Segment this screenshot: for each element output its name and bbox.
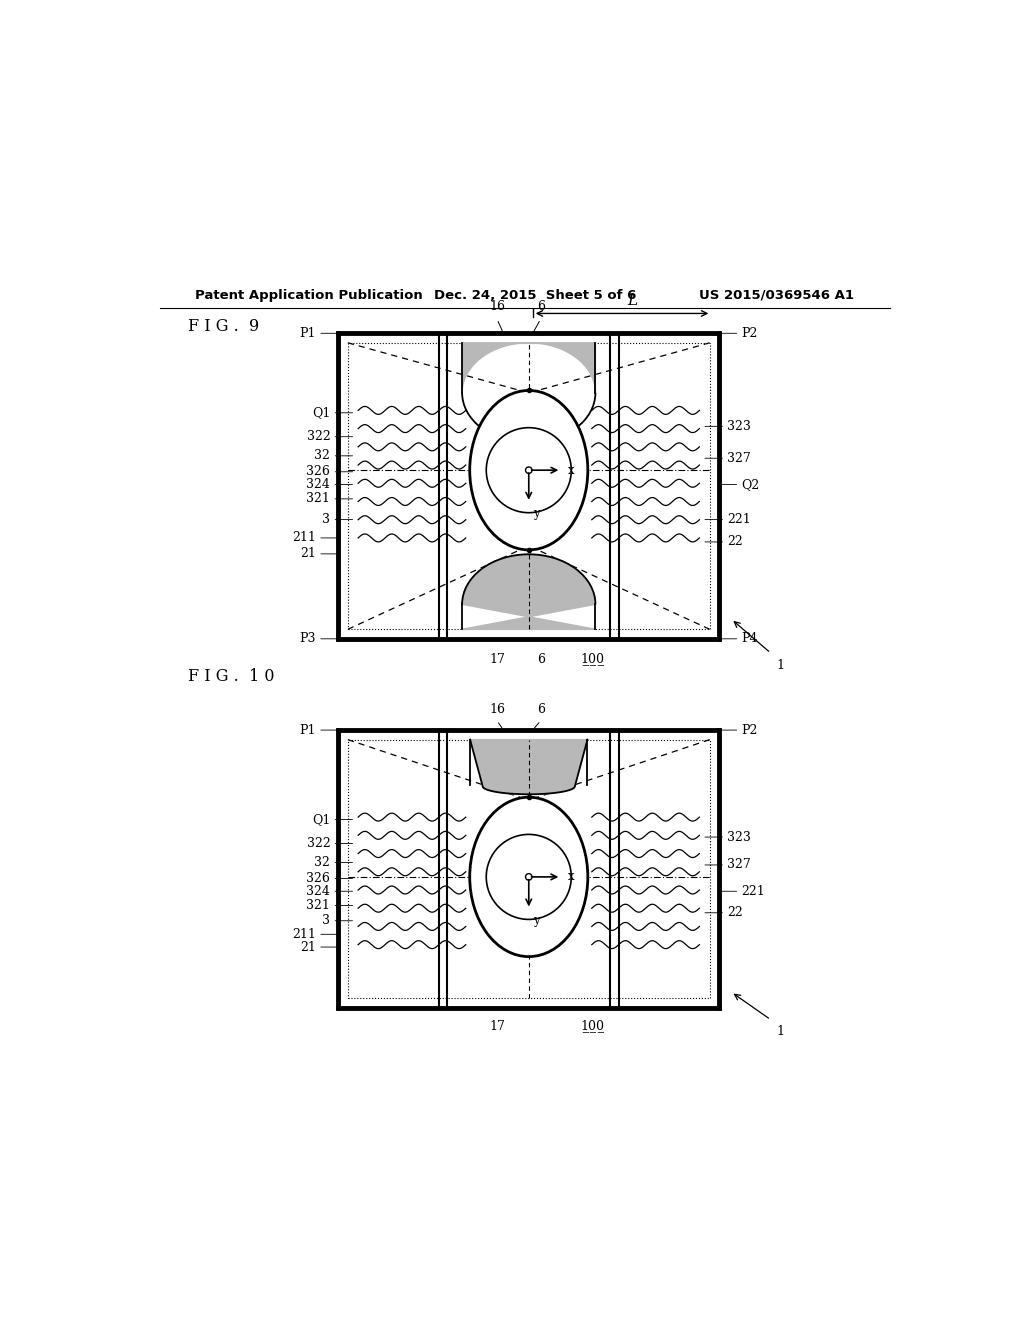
Text: 22: 22 bbox=[727, 536, 743, 548]
Text: 323: 323 bbox=[727, 830, 751, 843]
Text: 6: 6 bbox=[537, 653, 545, 667]
Polygon shape bbox=[462, 554, 595, 630]
Text: 1: 1 bbox=[776, 1026, 784, 1039]
Text: US 2015/0369546 A1: US 2015/0369546 A1 bbox=[699, 289, 854, 302]
Text: 326: 326 bbox=[306, 465, 331, 478]
Text: Dec. 24, 2015  Sheet 5 of 6: Dec. 24, 2015 Sheet 5 of 6 bbox=[433, 289, 636, 302]
Polygon shape bbox=[462, 343, 595, 393]
Bar bbox=[348, 739, 710, 998]
Text: P4: P4 bbox=[741, 632, 758, 645]
Text: 3: 3 bbox=[323, 513, 331, 527]
Circle shape bbox=[525, 874, 532, 880]
Text: F I G .  1 0: F I G . 1 0 bbox=[187, 668, 274, 685]
Circle shape bbox=[525, 467, 532, 474]
Circle shape bbox=[486, 428, 571, 512]
Text: x: x bbox=[567, 870, 574, 883]
Text: P1: P1 bbox=[300, 723, 316, 737]
Bar bbox=[338, 333, 719, 639]
Text: 221: 221 bbox=[727, 513, 751, 527]
Text: 17: 17 bbox=[489, 1020, 505, 1032]
Text: 221: 221 bbox=[741, 884, 765, 898]
Text: 6: 6 bbox=[537, 301, 545, 313]
Text: 211: 211 bbox=[292, 532, 316, 544]
Text: 1̲0̲0̲: 1̲0̲0̲ bbox=[581, 1019, 604, 1032]
Text: P2: P2 bbox=[741, 723, 758, 737]
Ellipse shape bbox=[470, 797, 588, 957]
Text: 16: 16 bbox=[489, 301, 505, 313]
Text: 324: 324 bbox=[306, 884, 331, 898]
Text: y: y bbox=[532, 507, 540, 520]
Text: 1: 1 bbox=[776, 659, 784, 672]
Text: 326: 326 bbox=[306, 873, 331, 884]
Text: P1: P1 bbox=[300, 327, 316, 339]
Text: Patent Application Publication: Patent Application Publication bbox=[196, 289, 423, 302]
Text: F I G .  9: F I G . 9 bbox=[187, 318, 259, 335]
Text: 324: 324 bbox=[306, 478, 331, 491]
Text: 22: 22 bbox=[727, 907, 743, 919]
Text: 17: 17 bbox=[489, 653, 505, 667]
Text: L: L bbox=[627, 294, 637, 308]
Text: 327: 327 bbox=[727, 451, 751, 465]
Text: 211: 211 bbox=[292, 928, 316, 941]
Text: 323: 323 bbox=[727, 420, 751, 433]
Text: 6: 6 bbox=[537, 702, 545, 715]
Text: 322: 322 bbox=[306, 430, 331, 444]
Bar bbox=[338, 730, 719, 1008]
Circle shape bbox=[486, 834, 571, 920]
Text: Q1: Q1 bbox=[312, 813, 331, 826]
Text: P3: P3 bbox=[300, 632, 316, 645]
Text: P2: P2 bbox=[741, 327, 758, 339]
Text: 16: 16 bbox=[489, 702, 505, 715]
Text: Q1: Q1 bbox=[312, 407, 331, 420]
Text: 32: 32 bbox=[314, 857, 331, 869]
Text: 32: 32 bbox=[314, 449, 331, 462]
Text: x: x bbox=[567, 463, 574, 477]
Text: 321: 321 bbox=[306, 899, 331, 912]
Text: 21: 21 bbox=[300, 548, 316, 561]
Text: 327: 327 bbox=[727, 858, 751, 871]
Text: 1̲0̲0̲: 1̲0̲0̲ bbox=[581, 652, 604, 665]
Text: 3: 3 bbox=[323, 915, 331, 927]
Text: 321: 321 bbox=[306, 492, 331, 506]
Polygon shape bbox=[470, 739, 588, 795]
Text: 322: 322 bbox=[306, 837, 331, 850]
Text: y: y bbox=[532, 915, 540, 927]
Text: 21: 21 bbox=[300, 941, 316, 953]
Ellipse shape bbox=[470, 391, 588, 550]
Text: Q2: Q2 bbox=[741, 478, 760, 491]
Bar bbox=[348, 343, 710, 630]
